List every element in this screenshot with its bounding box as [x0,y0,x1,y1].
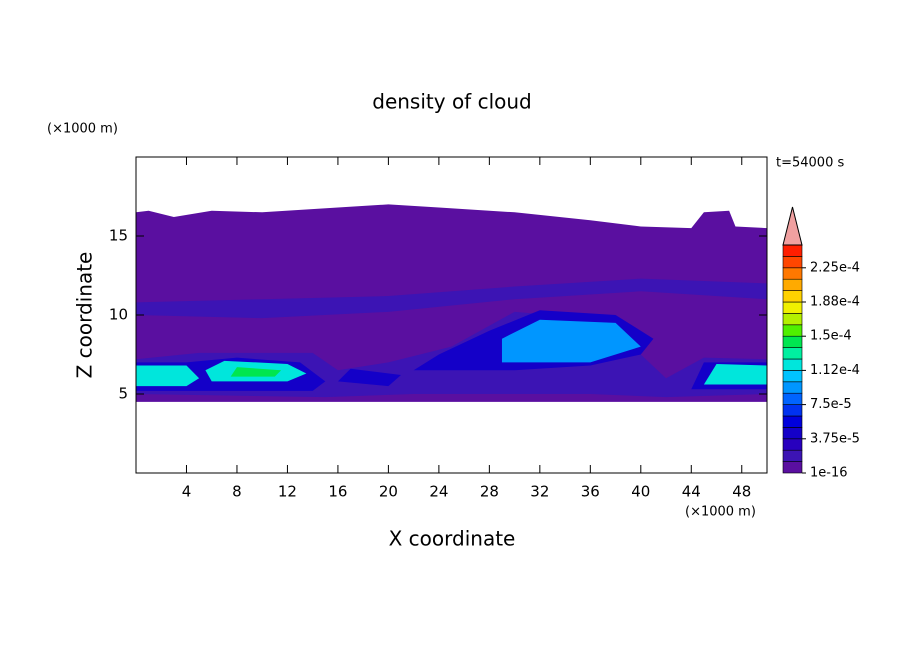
colorbar-band [782,313,803,326]
y-unit: (×1000 m) [47,122,118,137]
colorbar-extend [782,206,803,246]
y-tick-label: 10 [109,306,128,324]
x-tick-label: 36 [581,483,600,501]
x-tick-label: 12 [278,483,297,501]
y-tick-label: 5 [118,385,128,403]
colorbar-band [782,449,803,462]
colorbar-band [782,415,803,428]
colorbar-tick-label: 1.88e-4 [810,295,860,310]
colorbar-band [782,244,803,257]
colorbar-band [782,392,803,405]
x-unit: (×1000 m) [685,505,756,520]
colorbar-tick-label: 2.25e-4 [810,260,860,275]
colorbar-band [782,335,803,348]
x-tick-label: 24 [429,483,448,501]
colorbar-tick-label: 7.5e-5 [810,397,852,412]
colorbar-band [782,438,803,451]
contour-region [136,365,200,387]
colorbar-band [782,278,803,291]
x-tick-label: 8 [232,483,242,501]
y-tick-label: 15 [109,227,128,245]
colorbar-band [782,370,803,383]
y-axis-label: Z coordinate [73,252,97,379]
colorbar-band [782,427,803,440]
colorbar-tick-label: 1.5e-4 [810,329,852,344]
chart-title: density of cloud [372,90,531,114]
x-tick-label: 44 [682,483,701,501]
colorbar-band [782,404,803,417]
contour-region [501,319,641,363]
colorbar-tick-label: 3.75e-5 [810,431,860,446]
x-tick-label: 20 [379,483,398,501]
x-tick-label: 4 [182,483,192,501]
colorbar-band [782,358,803,371]
colorbar-band [782,347,803,360]
colorbar-band [782,324,803,337]
x-tick-label: 16 [328,483,347,501]
x-tick-label: 32 [530,483,549,501]
x-tick-label: 48 [732,483,751,501]
colorbar-tick-label: 1e-16 [810,466,848,481]
x-tick-label: 28 [480,483,499,501]
contour-region [703,363,767,385]
colorbar-tick-label: 1.12e-4 [810,363,860,378]
colorbar-band [782,461,803,474]
colorbar-band [782,381,803,394]
colorbar-band [782,267,803,280]
contour-region [230,367,282,377]
contour-region [337,368,402,387]
colorbar-band [782,290,803,303]
x-tick-label: 40 [631,483,650,501]
x-axis-label: X coordinate [389,527,516,551]
colorbar-band [782,256,803,269]
colorbar-band [782,301,803,314]
contour-region [136,278,767,319]
annotation: t=54000 s [776,156,844,171]
